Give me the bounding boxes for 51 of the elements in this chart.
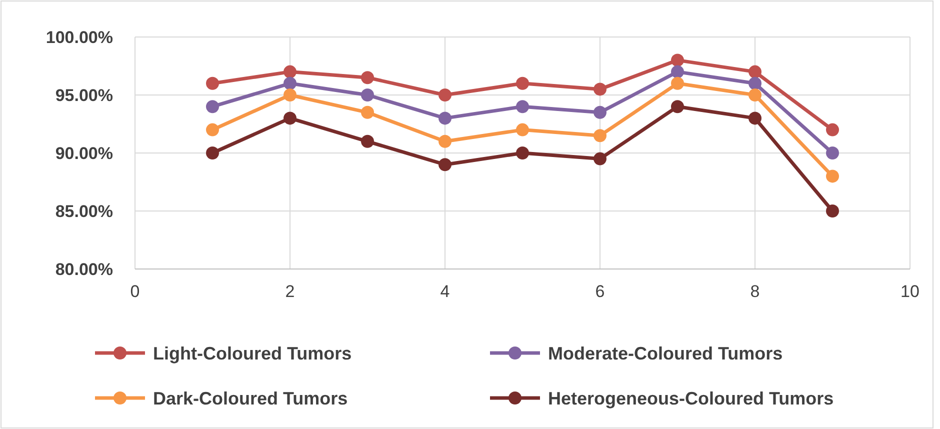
point xyxy=(826,123,839,136)
point xyxy=(206,123,219,136)
y-tick-label: 90.00% xyxy=(55,144,113,163)
point xyxy=(284,88,296,102)
y-tick-label: 100.00% xyxy=(46,28,113,47)
y-tick-label: 80.00% xyxy=(55,260,113,279)
point xyxy=(748,65,762,78)
x-tick-label: 4 xyxy=(440,282,450,301)
point xyxy=(671,65,684,78)
y-tick-label: 95.00% xyxy=(55,86,113,105)
point xyxy=(438,158,452,172)
point xyxy=(671,100,684,114)
point xyxy=(594,129,606,142)
point xyxy=(438,134,452,148)
legend-label: Light-Coloured Tumors xyxy=(153,343,352,364)
x-tick-label: 0 xyxy=(130,282,140,301)
point xyxy=(826,170,839,183)
point xyxy=(748,88,762,102)
point xyxy=(594,152,606,166)
point xyxy=(516,100,529,114)
point xyxy=(284,65,296,78)
point xyxy=(748,76,762,90)
point xyxy=(826,146,839,160)
point xyxy=(516,123,529,136)
point xyxy=(671,54,684,67)
point xyxy=(594,106,606,119)
point xyxy=(361,106,374,119)
x-tick-label: 6 xyxy=(595,282,605,301)
point xyxy=(594,82,606,96)
point xyxy=(438,112,452,125)
point xyxy=(671,76,684,90)
point xyxy=(206,76,219,90)
point xyxy=(516,76,529,90)
point xyxy=(284,76,296,90)
legend-label: Dark-Coloured Tumors xyxy=(153,388,348,408)
point xyxy=(206,100,219,114)
point xyxy=(284,112,296,125)
point xyxy=(361,71,374,84)
y-tick-label: 85.00% xyxy=(55,202,113,221)
point xyxy=(826,204,839,218)
x-tick-label: 2 xyxy=(285,282,295,301)
x-tick-label: 10 xyxy=(900,282,920,301)
point xyxy=(361,88,374,102)
point xyxy=(516,146,529,160)
point xyxy=(438,88,452,102)
point xyxy=(206,146,219,160)
point xyxy=(748,112,762,125)
point xyxy=(361,134,374,148)
x-tick-label: 8 xyxy=(750,282,760,301)
legend-label: Heterogeneous-Coloured Tumors xyxy=(548,388,834,408)
legend-label: Moderate-Coloured Tumors xyxy=(548,343,783,364)
